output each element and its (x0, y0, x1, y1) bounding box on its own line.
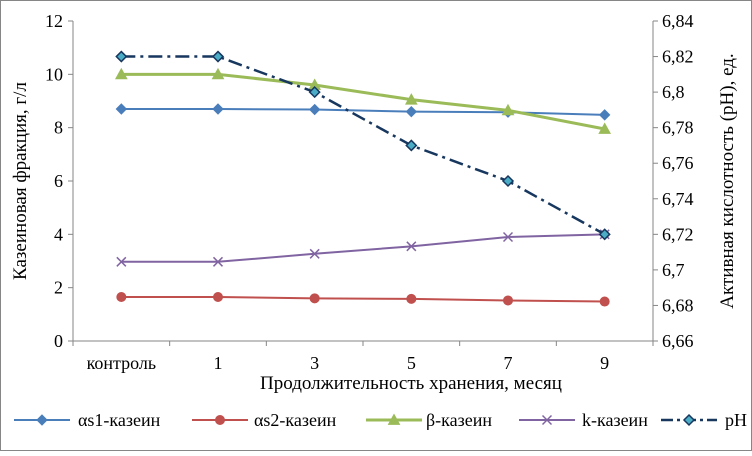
y2-tick-label: 6,74 (662, 189, 694, 209)
legend-item-1: αs2-казеин (192, 410, 337, 430)
x-tick-label: контроль (87, 353, 157, 373)
x-tick-label: 3 (310, 353, 319, 373)
data-point (116, 256, 127, 267)
y2-tick-label: 6,8 (662, 82, 685, 102)
legend: αs1-казеин αs2-казеин β-казеин k-казеин pH (14, 410, 747, 430)
legend-item-3: k-казеин (519, 410, 648, 430)
marker-stroke (406, 241, 417, 252)
y2-tick-label: 6,7 (662, 260, 685, 280)
series-line (121, 72, 605, 131)
marker-stroke (541, 414, 553, 426)
y-tick-label: 8 (54, 118, 63, 138)
y-tick-label: 4 (54, 224, 63, 244)
data-point (599, 296, 610, 307)
data-point (405, 105, 418, 118)
y2-tick-label: 6,82 (662, 47, 694, 67)
data-point (501, 174, 515, 188)
data-point (405, 139, 418, 152)
legend-item-4: pH (661, 410, 747, 430)
y-tick-label: 10 (45, 64, 63, 84)
tick-labels: 0 2 4 6 8 10 12 6,66 6,68 6,7 6,72 6,74 6,76 6,78 6,8 6… (45, 11, 694, 373)
x-axis-title: Продолжительность хранения, месяц (260, 373, 562, 394)
series-1 (116, 292, 610, 307)
data-point (116, 292, 127, 302)
legend-item-0: αs1-казеин (14, 410, 161, 430)
data-point (501, 103, 515, 116)
data-point (114, 67, 128, 80)
y2-tick-label: 6,78 (662, 118, 694, 138)
legend-swatch-marker (387, 413, 401, 425)
y-axis-title: Казеиновая фракция, г/л (10, 82, 31, 280)
data-point (308, 103, 321, 116)
legend-label: β-казеин (426, 410, 492, 430)
y2-tick-label: 6,84 (662, 11, 694, 31)
series-line (121, 233, 605, 263)
series-line (121, 296, 605, 303)
marker-stroke (212, 256, 224, 267)
legend-swatch-marker (36, 414, 48, 426)
data-point (503, 295, 513, 306)
data-point (212, 256, 224, 267)
x-tick-label: 5 (407, 353, 416, 373)
series-3 (116, 229, 610, 267)
data-point (309, 248, 320, 259)
y-tick-label: 0 (54, 331, 63, 351)
data-point (406, 241, 417, 252)
series (114, 50, 612, 307)
y-tick-label: 12 (45, 11, 63, 31)
legend-label: k-казеин (582, 410, 648, 430)
axes (68, 20, 658, 346)
data-point (308, 86, 321, 99)
legend-swatch-marker (682, 413, 696, 427)
marker-stroke (309, 248, 320, 259)
legend-swatch-marker (215, 415, 225, 425)
data-point (309, 293, 320, 304)
x-tick-label: 9 (600, 353, 609, 373)
data-point (212, 103, 224, 115)
y2-tick-label: 6,72 (662, 224, 694, 244)
y2-tick-label: 6,66 (662, 331, 694, 351)
data-point (211, 67, 225, 80)
data-point (502, 231, 514, 243)
y-tick-label: 2 (54, 278, 63, 298)
y-tick-label: 6 (54, 171, 63, 191)
legend-label: αs1-казеин (78, 410, 161, 430)
data-point (213, 292, 223, 302)
data-point (211, 50, 225, 63)
series-line (121, 55, 606, 236)
series-2 (114, 67, 612, 134)
data-point (598, 122, 612, 134)
y2-tick-label: 6,68 (662, 295, 694, 315)
x-tick-label: 7 (504, 353, 513, 373)
legend-label: pH (725, 410, 747, 430)
data-point (406, 293, 417, 304)
data-point (404, 93, 418, 105)
legend-item-2: β-казеин (366, 410, 492, 430)
x-tick-label: 1 (214, 353, 223, 373)
y2-axis-title: Активная кислотность (pH), ед. (717, 53, 738, 308)
series-4 (115, 50, 611, 241)
legend-swatch-marker (541, 414, 553, 426)
marker-stroke (116, 256, 127, 267)
y2-tick-label: 6,76 (662, 153, 694, 173)
data-point (598, 228, 611, 241)
data-point (598, 109, 611, 121)
data-point (115, 50, 128, 63)
marker-stroke (502, 231, 514, 243)
legend-label: αs2-казеин (254, 410, 337, 430)
data-point (115, 103, 128, 115)
